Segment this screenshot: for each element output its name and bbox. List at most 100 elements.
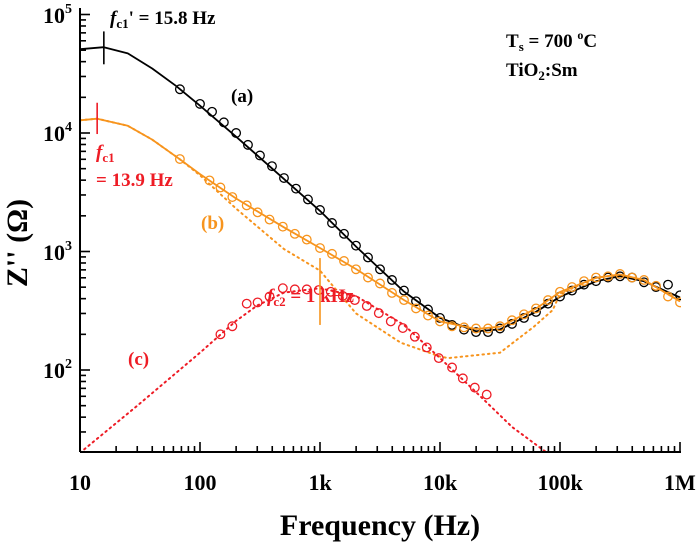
fc1-prime-symbol: f (110, 8, 117, 29)
ts-unit: C (583, 31, 598, 52)
data-point (375, 264, 385, 275)
y-tick-exponent: 3 (65, 238, 72, 254)
data-point (663, 279, 673, 290)
fit-curve-fit-solid (80, 46, 681, 333)
fit-curve-fit-dotted (80, 117, 681, 360)
data-point (363, 252, 373, 263)
fc1-prime-annotation: fc1' = 15.8 Hz (110, 9, 215, 30)
x-tick-label: 1k (308, 470, 332, 495)
data-point (385, 316, 396, 327)
ts-value: = 700 (523, 31, 578, 52)
y-tick-label: 105 (43, 1, 72, 28)
data-point (543, 295, 553, 306)
data-point (375, 278, 385, 289)
fit-curve-fit-solid (80, 117, 681, 330)
data-point (195, 98, 205, 109)
material-annotation: TiO2:Sm (506, 61, 578, 82)
data-point (433, 353, 444, 364)
fc1-symbol: f (96, 142, 103, 163)
data-point (337, 290, 348, 301)
x-tick-label: 1M (664, 470, 696, 495)
data-point (411, 303, 421, 314)
material-subscript: 2 (538, 68, 545, 83)
series-a-label: (a) (231, 86, 254, 107)
x-axis-title: Frequency (Hz) (279, 509, 481, 542)
series-c-label: (c) (128, 349, 150, 370)
data-point (387, 275, 397, 285)
material-prefix: TiO (506, 60, 539, 81)
data-point (555, 286, 565, 297)
data-point (373, 308, 384, 319)
data-point (303, 194, 313, 205)
temperature-annotation: Ts = 700 oC (506, 29, 597, 53)
data-point (507, 318, 517, 329)
data-point (315, 205, 325, 215)
fc2-symbol: f (267, 286, 274, 307)
data-point (289, 284, 300, 295)
data-point (325, 286, 336, 297)
data-point (351, 240, 361, 251)
data-point (399, 285, 409, 296)
fc1-subscript: c1 (102, 150, 115, 165)
y-tick-base: 10 (43, 358, 65, 383)
x-tick-label: 100k (537, 470, 583, 495)
material-suffix: :Sm (544, 60, 578, 81)
data-point (675, 297, 681, 308)
y-tick-base: 10 (43, 2, 65, 28)
data-point (174, 154, 185, 164)
y-tick-label: 103 (43, 238, 72, 264)
x-tick-label: 10 (69, 470, 91, 495)
fc2-annotation: fc2 = 1 kHz (267, 287, 354, 308)
data-point (327, 248, 337, 259)
ts-symbol: T (506, 31, 519, 52)
y-axis-title: Z'' (Ω) (1, 198, 34, 288)
y-tick-exponent: 2 (65, 357, 72, 372)
data-point (215, 329, 226, 340)
data-point (423, 310, 433, 321)
data-point (243, 139, 253, 150)
data-point (279, 173, 289, 183)
data-point (255, 150, 265, 161)
fc1-prime-subscript: c1 (116, 16, 129, 31)
data-point (207, 106, 217, 117)
data-point (531, 303, 541, 314)
fc2-value: = 1 kHz (285, 286, 354, 307)
data-point (215, 182, 226, 193)
data-point (351, 264, 361, 275)
fc1-value: = 13.9 Hz (96, 170, 173, 191)
data-point (507, 315, 517, 326)
data-point (327, 218, 337, 228)
data-point (651, 280, 661, 291)
data-point (471, 327, 481, 338)
ts-subscript: s (518, 39, 524, 54)
data-point (447, 362, 457, 373)
fc2-subscript: c2 (273, 294, 286, 309)
data-point (301, 234, 312, 245)
series-b-label: (b) (201, 213, 225, 234)
y-tick-label: 102 (43, 358, 72, 382)
data-point (313, 285, 324, 295)
data-point (227, 192, 238, 203)
data-point (241, 298, 252, 309)
data-point (421, 342, 432, 353)
degree-superscript: o (577, 28, 584, 42)
data-point (289, 228, 300, 239)
data-point (252, 207, 263, 218)
data-point (363, 272, 373, 283)
data-point (227, 321, 238, 332)
data-point (264, 214, 275, 225)
data-point (399, 295, 409, 306)
fc1-annotation-symbol: fc1 (96, 143, 115, 164)
x-tick-label: 10k (423, 470, 458, 495)
data-point (519, 309, 529, 320)
data-point (409, 331, 420, 342)
y-tick-exponent: 5 (65, 1, 72, 17)
y-tick-label: 104 (43, 121, 72, 145)
data-point (387, 287, 397, 298)
data-point (481, 389, 492, 400)
series-layer (80, 46, 681, 452)
data-point (267, 161, 277, 172)
data-point (411, 296, 421, 307)
